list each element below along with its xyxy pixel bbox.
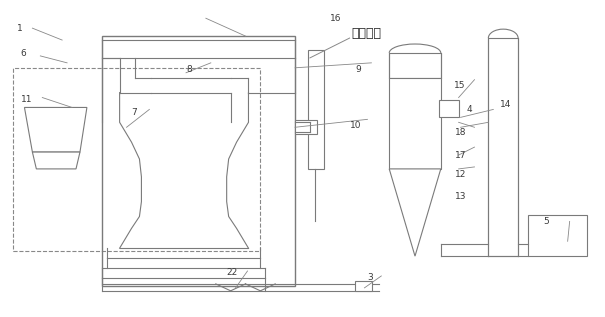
Polygon shape (389, 169, 441, 256)
Bar (102, 36, 295, 286)
Bar (389, 78, 441, 169)
Text: 3: 3 (367, 274, 373, 282)
Text: 17: 17 (454, 151, 466, 159)
Text: 15: 15 (454, 81, 465, 90)
Text: 6: 6 (21, 49, 26, 58)
Text: 检测平面: 检测平面 (352, 27, 382, 40)
Text: 14: 14 (500, 100, 512, 109)
Bar (439, 100, 459, 117)
Bar (295, 120, 317, 134)
Text: 7: 7 (131, 108, 137, 117)
Polygon shape (33, 152, 80, 169)
Text: 12: 12 (454, 170, 466, 179)
Text: 11: 11 (21, 95, 32, 104)
Bar (308, 50, 324, 169)
Text: 18: 18 (454, 128, 466, 137)
Text: 5: 5 (543, 217, 549, 226)
Text: 8: 8 (186, 65, 192, 74)
Bar (389, 53, 441, 78)
Text: 13: 13 (454, 192, 466, 201)
Text: 9: 9 (356, 65, 361, 74)
Text: 10: 10 (350, 121, 361, 130)
Bar (355, 281, 373, 291)
Bar (488, 38, 518, 256)
Text: 22: 22 (227, 268, 238, 277)
Polygon shape (24, 107, 87, 152)
Text: 16: 16 (330, 14, 341, 23)
Text: 1: 1 (16, 24, 22, 33)
Bar (528, 215, 587, 256)
Bar (13, 68, 260, 251)
Text: 4: 4 (466, 105, 472, 114)
